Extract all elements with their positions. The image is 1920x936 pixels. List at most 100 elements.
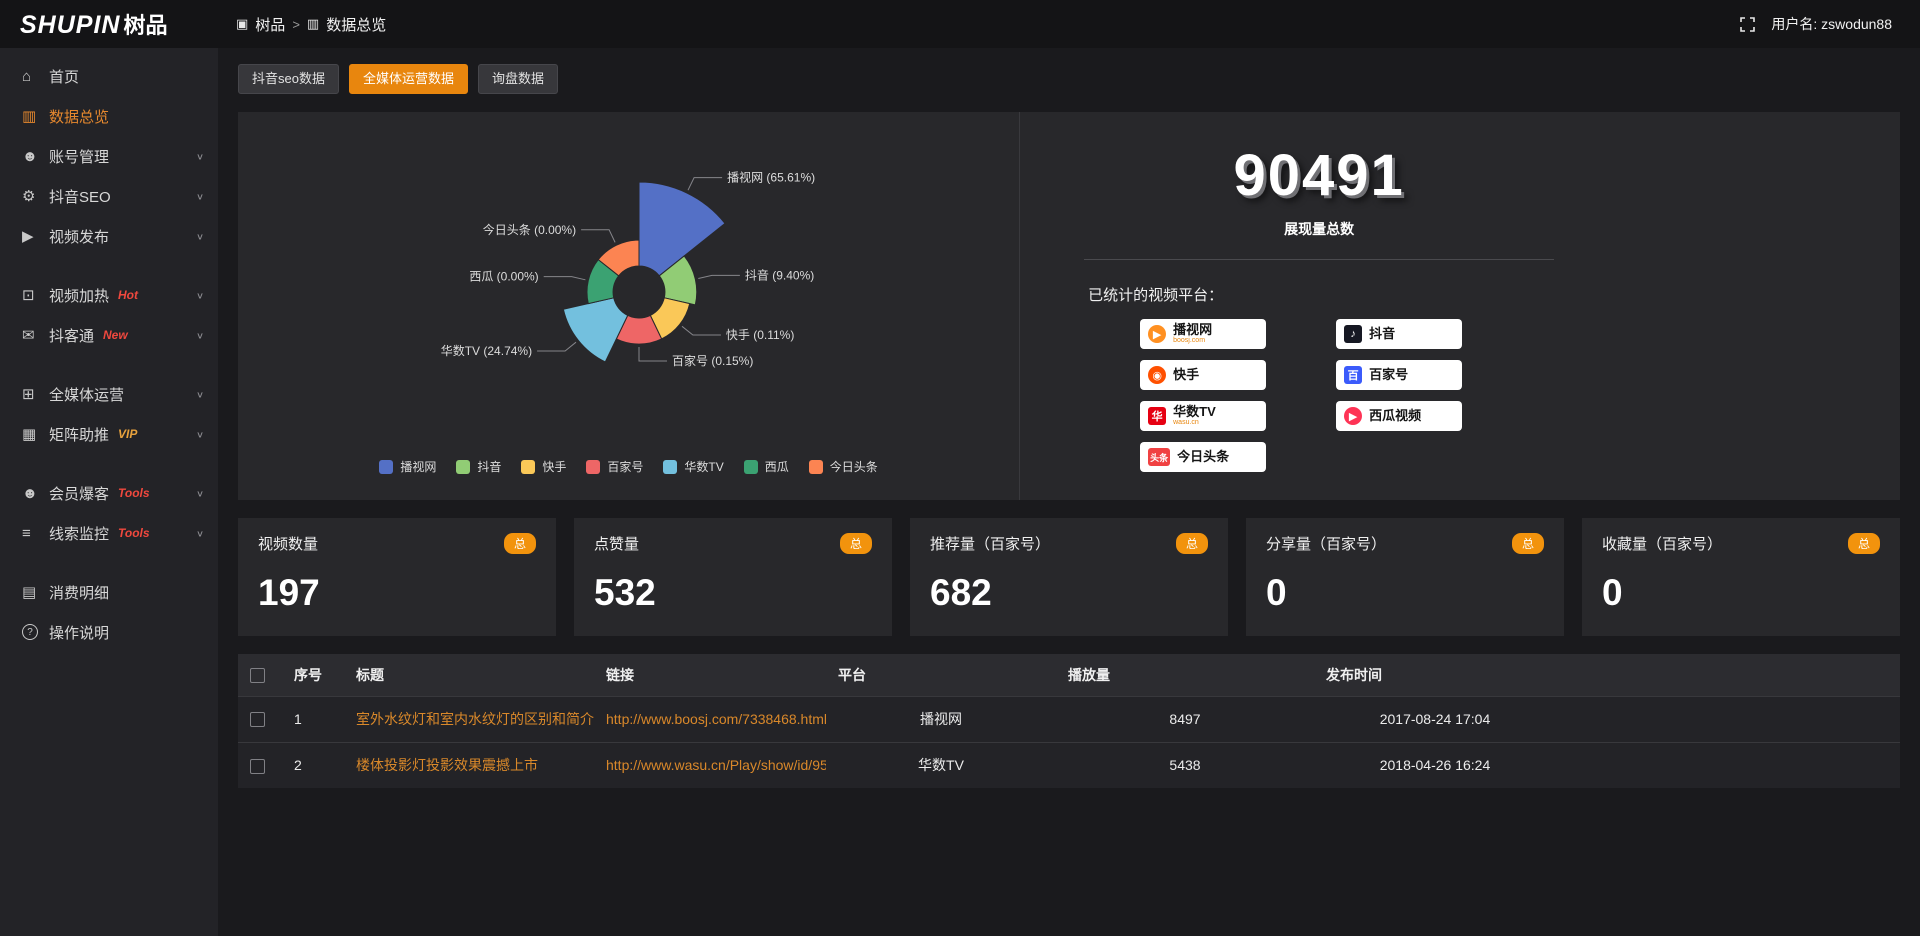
stat-card-top: 视频数量 总 (258, 533, 536, 554)
chat-icon: ✉ (22, 327, 35, 344)
stat-card-total-badge[interactable]: 总 (1511, 533, 1544, 554)
platform-name: 今日头条 (1177, 449, 1230, 465)
row-checkbox[interactable] (250, 712, 265, 728)
logo-text-cn: 树品 (123, 13, 168, 38)
platform-badge-1: ♪ 抖音 (1336, 319, 1463, 349)
table-header-2: 链接 (594, 654, 826, 696)
select-all-checkbox[interactable] (250, 668, 265, 684)
platform-logo-icon: ♪ (1344, 325, 1363, 343)
sidebar-item-label: 视频发布 (49, 228, 110, 246)
legend-label: 今日头条 (829, 460, 878, 474)
stat-card-total-badge[interactable]: 总 (1847, 533, 1880, 554)
platform-text: 快手 (1173, 368, 1199, 382)
sidebar-item-member-burst[interactable]: ☻ 会员爆客 Tools ∨ (0, 473, 218, 513)
username[interactable]: 用户名: zswodun88 (1771, 16, 1892, 32)
legend-item-3[interactable]: 百家号 (586, 458, 643, 475)
row-plays: 5438 (1056, 741, 1314, 788)
row-checkbox-cell (238, 741, 282, 788)
pie-slice-0[interactable] (638, 181, 726, 277)
legend-swatch (456, 459, 471, 474)
stat-card-total-badge[interactable]: 总 (1175, 533, 1208, 554)
platform-name: 播视网 (1173, 321, 1213, 337)
sidebar-item-media-operations[interactable]: ⊞ 全媒体运营 ∨ (0, 374, 218, 414)
stat-card-top: 收藏量（百家号） 总 (1602, 533, 1880, 554)
sidebar-item-leads-monitor[interactable]: ≡ 线索监控 Tools ∨ (0, 513, 218, 553)
legend-swatch (379, 459, 394, 474)
chart-legend: 播视网 抖音 快手 百家号 华数TV 西瓜 今日头条 (379, 458, 878, 475)
bill-icon: ▤ (22, 584, 37, 601)
divider (1084, 259, 1555, 260)
row-index: 2 (282, 741, 344, 788)
legend-item-0[interactable]: 播视网 (379, 458, 436, 475)
legend-item-6[interactable]: 今日头条 (808, 458, 878, 475)
platform-name: 华数TV (1173, 403, 1216, 419)
legend-item-2[interactable]: 快手 (521, 458, 566, 475)
tab-media-operation-data[interactable]: 全媒体运营数据 (348, 64, 468, 94)
pie-label-line (681, 325, 721, 336)
sidebar-item-data-overview[interactable]: ▥ 数据总览 (0, 96, 218, 136)
sidebar-group-gap (0, 355, 218, 374)
sidebar-item-consumption-detail[interactable]: ▤ 消费明细 (0, 572, 218, 612)
sidebar-item-label: 消费明细 (49, 584, 110, 602)
chevron-down-icon: ∨ (195, 528, 204, 539)
sidebar-item-label: 操作说明 (49, 624, 110, 642)
sidebar: ⌂ 首页 ▥ 数据总览 ☻ 账号管理 ∨ ⚙ 抖音SEO ∨ ▶ 视频发布 ∨ ⊡ 视频加热 Hot ∨ ✉ 抖客通… (0, 48, 218, 936)
sliders-icon: ≡ (22, 524, 31, 542)
video-title-link[interactable]: 楼体投影灯投影效果震撼上市 (356, 757, 538, 774)
video-url-link[interactable]: http://www.boosj.com/7338468.html (606, 711, 826, 727)
video-url-link[interactable]: http://www.wasu.cn/Play/show/id/952... (606, 757, 826, 774)
pie-label-line (687, 177, 722, 191)
legend-swatch (521, 459, 536, 474)
video-title-link[interactable]: 室外水纹灯和室内水纹灯的区别和简介 (356, 711, 594, 727)
breadcrumb-current[interactable]: 数据总览 (326, 16, 387, 34)
row-published: 2017-08-24 17:04 (1314, 695, 1556, 742)
breadcrumb-root[interactable]: 树品 (255, 16, 286, 34)
stat-card-total-badge[interactable]: 总 (839, 533, 872, 554)
pie-slice-6[interactable] (597, 239, 640, 277)
legend-item-5[interactable]: 西瓜 (743, 458, 789, 475)
sidebar-item-account-management[interactable]: ☻ 账号管理 ∨ (0, 136, 218, 176)
sidebar-item-label: 抖音SEO (49, 188, 111, 206)
logo-text: SHUPIN (20, 11, 121, 39)
legend-item-1[interactable]: 抖音 (456, 458, 501, 475)
legend-swatch (743, 459, 758, 474)
table-header-row: 序号 标题 链接 平台 播放量 发布时间 (238, 654, 1900, 696)
platforms-title: 已统计的视频平台： (1088, 287, 1224, 304)
pie-label-line (697, 274, 740, 279)
platform-logo-icon: 头条 (1148, 448, 1171, 466)
breadcrumb: ▣ 树品 > ▥ 数据总览 (236, 14, 386, 35)
platform-name: 百家号 (1369, 367, 1409, 383)
tab-inquiry-data[interactable]: 询盘数据 (477, 64, 558, 94)
platform-logo-icon: ◉ (1148, 366, 1167, 384)
app-logo[interactable]: SHUPIN 树品 (0, 8, 218, 40)
pie-slice-4[interactable] (562, 297, 628, 363)
sidebar-item-douyin-seo[interactable]: ⚙ 抖音SEO ∨ (0, 176, 218, 216)
chevron-down-icon: ∨ (195, 231, 204, 242)
stat-card-total-badge[interactable]: 总 (503, 533, 536, 554)
row-title-cell: 室外水纹灯和室内水纹灯的区别和简介 (344, 695, 594, 742)
tab-douyin-seo-data[interactable]: 抖音seo数据 (238, 64, 339, 94)
sidebar-item-doukentong[interactable]: ✉ 抖客通 New ∨ (0, 315, 218, 355)
sidebar-item-label: 全媒体运营 (49, 386, 125, 404)
sidebar-item-video-publish[interactable]: ▶ 视频发布 ∨ (0, 216, 218, 256)
legend-item-4[interactable]: 华数TV (663, 458, 724, 475)
sidebar-item-video-heat[interactable]: ⊡ 视频加热 Hot ∨ (0, 275, 218, 315)
pie-slice-1[interactable] (658, 255, 697, 306)
platform-badge-2: ◉ 快手 (1140, 360, 1267, 390)
sidebar-item-instructions[interactable]: ? 操作说明 (0, 612, 218, 652)
row-link-cell: http://www.wasu.cn/Play/show/id/952... (594, 741, 826, 788)
sidebar-item-label: 首页 (49, 68, 80, 86)
row-title-cell: 楼体投影灯投影效果震撼上市 (344, 741, 594, 788)
top-header: SHUPIN 树品 ▣ 树品 > ▥ 数据总览 用户名: zswodun88 (0, 0, 1920, 48)
row-checkbox[interactable] (250, 758, 265, 774)
sidebar-item-label: 账号管理 (49, 148, 110, 166)
chart-section: 播视网 (65.61%) 抖音 (9.40%) 快手 (0.11%) 百家号 (0.1… (238, 112, 1019, 500)
fullscreen-icon[interactable] (1740, 16, 1756, 32)
stat-card-top: 推荐量（百家号） 总 (930, 533, 1208, 554)
sidebar-item-home[interactable]: ⌂ 首页 (0, 56, 218, 96)
row-spacer (1556, 741, 1900, 788)
platform-name: 西瓜视频 (1369, 408, 1422, 424)
sidebar-item-matrix-boost[interactable]: ▦ 矩阵助推 VIP ∨ (0, 414, 218, 454)
row-index: 1 (282, 695, 344, 742)
platform-logo-icon: 华 (1148, 407, 1167, 425)
